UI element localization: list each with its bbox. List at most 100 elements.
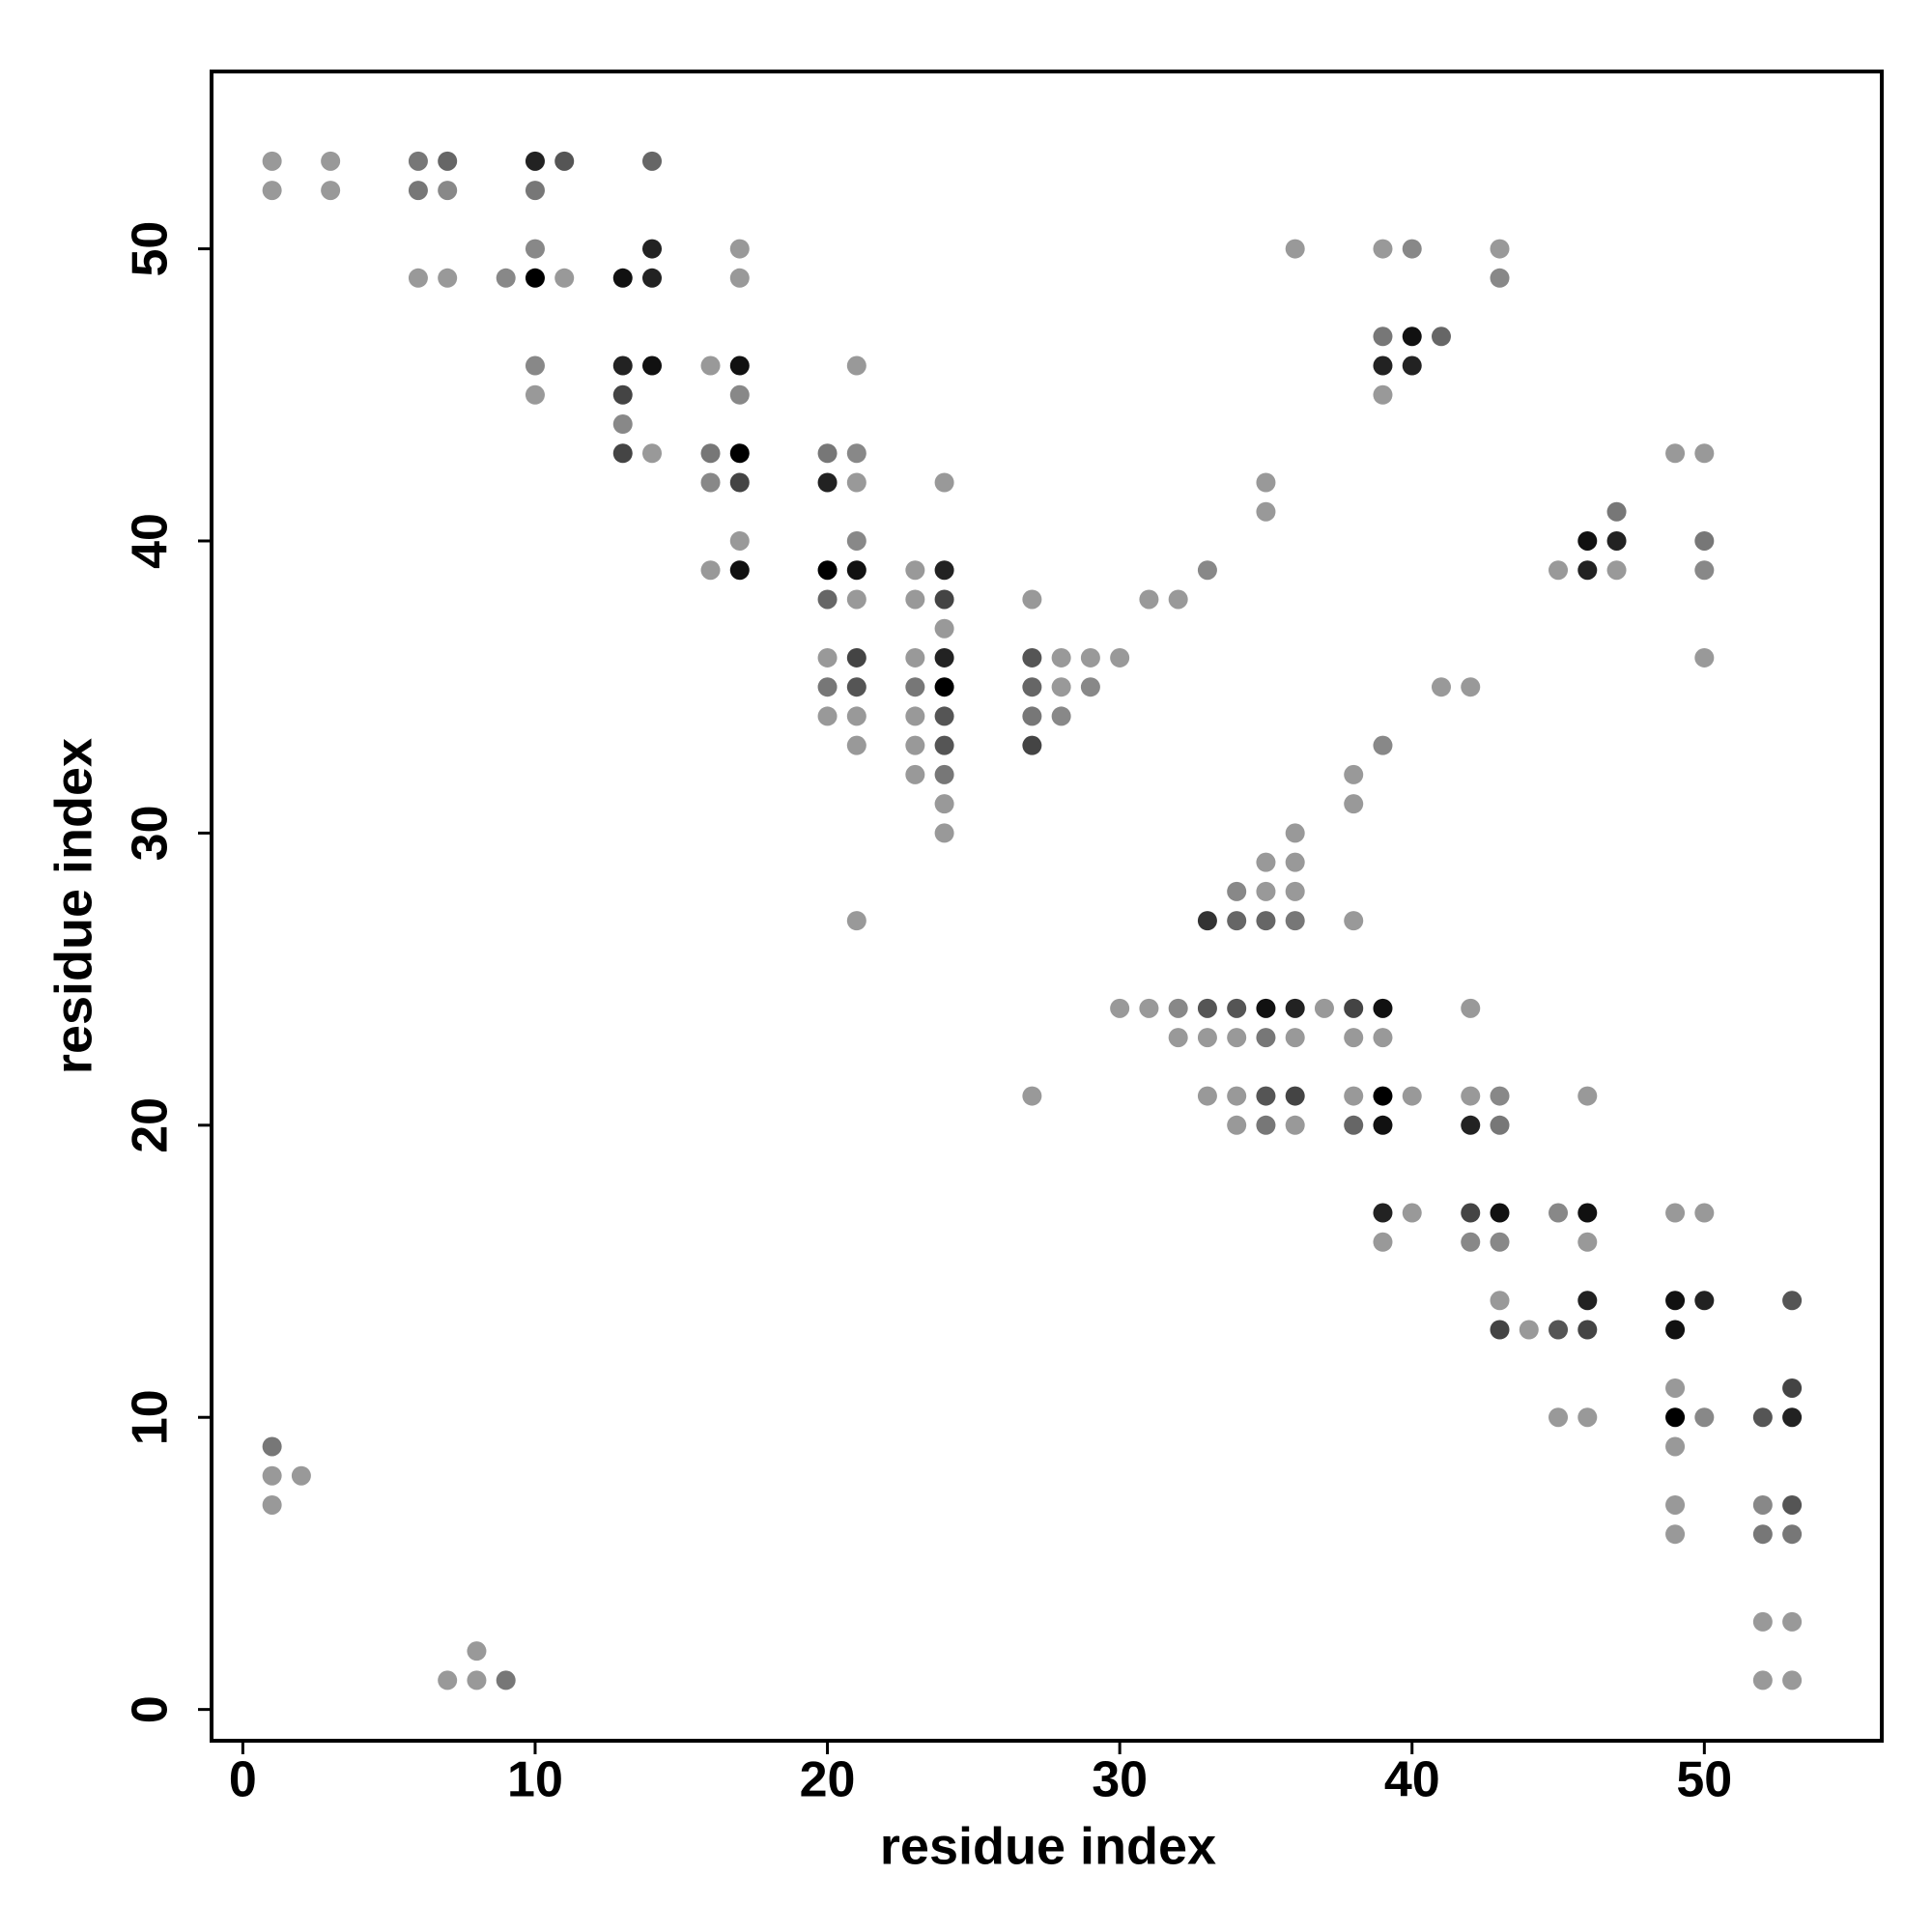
contact-point (1461, 1232, 1481, 1252)
contact-point (1285, 1086, 1305, 1106)
contact-point (846, 677, 867, 697)
x-axis-title: residue index (880, 1817, 1216, 1875)
contact-point (612, 268, 633, 288)
contact-point (496, 1670, 516, 1690)
contact-point (729, 443, 750, 464)
x-tick-label: 40 (1384, 1752, 1440, 1808)
contact-point (1285, 823, 1305, 843)
contact-point (1782, 1611, 1803, 1632)
contact-point (1694, 530, 1715, 551)
x-tick-label: 50 (1676, 1752, 1732, 1808)
contact-point (1665, 1436, 1686, 1457)
contact-point (1022, 706, 1042, 726)
contact-point (1665, 1494, 1686, 1515)
contact-point (1548, 1203, 1569, 1223)
contact-point (1402, 355, 1422, 376)
contact-point (729, 530, 750, 551)
contact-point (846, 589, 867, 610)
x-tick-label: 20 (800, 1752, 856, 1808)
contact-point (1256, 1028, 1276, 1048)
contact-point (1344, 1028, 1364, 1048)
contact-point (817, 560, 838, 581)
contact-point (1752, 1407, 1773, 1428)
contact-point (934, 472, 954, 493)
contact-point (905, 706, 925, 726)
contact-point (408, 181, 428, 201)
contact-point (846, 647, 867, 668)
contact-point (642, 355, 663, 376)
contact-point (1577, 1203, 1598, 1223)
contact-point (1373, 1232, 1393, 1252)
contact-point (1665, 1291, 1686, 1311)
contact-point (1080, 647, 1100, 668)
contact-point (1665, 1524, 1686, 1545)
contact-point (1373, 239, 1393, 259)
contact-point (1431, 677, 1451, 697)
contact-point (612, 384, 633, 405)
contact-point (467, 1641, 487, 1662)
contact-point (642, 443, 663, 464)
contact-point (438, 1670, 458, 1690)
contact-point (905, 735, 925, 755)
contact-point (1606, 501, 1627, 522)
contact-point (1373, 1115, 1393, 1135)
contact-point (934, 677, 954, 697)
contact-point (408, 268, 428, 288)
contact-point (1752, 1494, 1773, 1515)
x-tick-label: 0 (229, 1752, 257, 1808)
contact-point (1256, 852, 1276, 872)
contact-point (554, 151, 575, 171)
contact-point (817, 589, 838, 610)
contact-point (1051, 677, 1071, 697)
contact-point (1344, 998, 1364, 1018)
contact-point (1227, 911, 1247, 931)
contact-point (1577, 1086, 1598, 1106)
contact-point (438, 268, 458, 288)
contact-point (321, 181, 341, 201)
contact-point (1197, 560, 1217, 581)
contact-point (438, 181, 458, 201)
contact-point (642, 268, 663, 288)
contact-point (1139, 589, 1159, 610)
contact-point (1227, 1086, 1247, 1106)
contact-point (1490, 239, 1510, 259)
y-tick-label: 30 (123, 805, 179, 861)
plot-frame (210, 70, 1884, 1743)
contact-point (1022, 677, 1042, 697)
contact-point (1402, 327, 1422, 347)
contact-point (525, 239, 545, 259)
contact-point (729, 355, 750, 376)
contact-point (1402, 239, 1422, 259)
contact-point (1461, 1086, 1481, 1106)
contact-point (642, 151, 663, 171)
contact-point (1665, 1378, 1686, 1398)
contact-point (905, 677, 925, 697)
contact-point (1285, 852, 1305, 872)
contact-point (934, 706, 954, 726)
contact-point (1490, 1232, 1510, 1252)
contact-point (1694, 443, 1715, 464)
contact-point (612, 355, 633, 376)
contact-point (1782, 1670, 1803, 1690)
contact-point (262, 1494, 282, 1515)
contact-point (1577, 1291, 1598, 1311)
contact-point (1665, 443, 1686, 464)
contact-point (934, 735, 954, 755)
contact-point (1782, 1291, 1803, 1311)
y-tick-label: 0 (123, 1695, 179, 1723)
contact-point (1022, 1086, 1042, 1106)
contact-point (817, 677, 838, 697)
contact-point (1168, 998, 1188, 1018)
contact-point (1285, 998, 1305, 1018)
contact-point (934, 647, 954, 668)
contact-point (467, 1670, 487, 1690)
contact-point (291, 1465, 311, 1486)
contact-point (1752, 1524, 1773, 1545)
contact-point (1490, 1203, 1510, 1223)
contact-point (1022, 589, 1042, 610)
contact-point (1373, 355, 1393, 376)
contact-point (525, 268, 545, 288)
contact-point (642, 239, 663, 259)
contact-point (700, 560, 721, 581)
contact-point (1694, 1407, 1715, 1428)
